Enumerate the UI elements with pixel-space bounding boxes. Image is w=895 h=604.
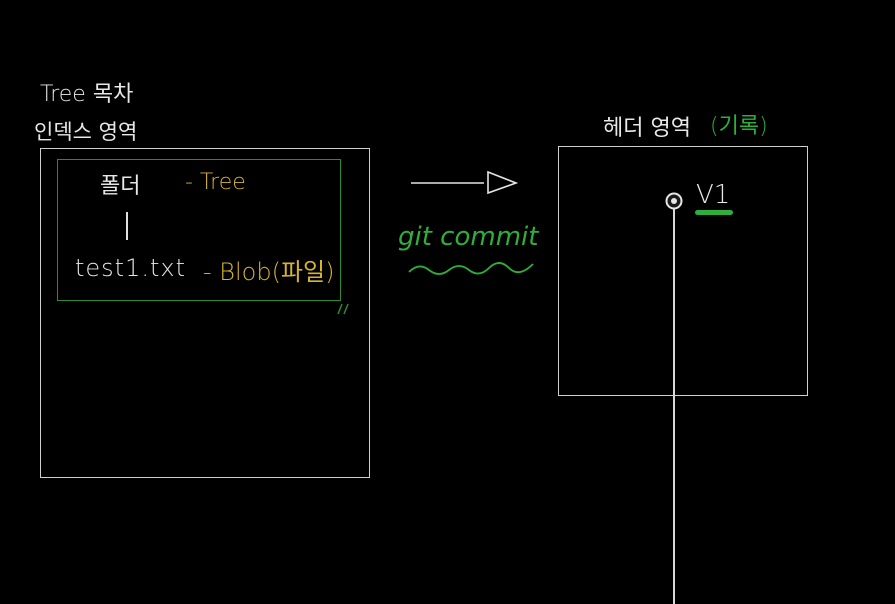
tree-structure-box xyxy=(57,159,341,301)
commit-timeline xyxy=(673,205,675,604)
file-type-label: - Blob(파일) xyxy=(203,258,335,286)
folder-label: 폴더 xyxy=(100,174,141,199)
commit-label-underline xyxy=(695,210,733,215)
git-commit-underline xyxy=(408,262,534,275)
header-area-box xyxy=(558,146,808,396)
inner-box-tick-marks xyxy=(337,303,349,315)
index-area-box xyxy=(40,148,370,478)
header-area-title: 헤더 영역 xyxy=(603,116,691,141)
git-commit-label: git commit xyxy=(398,222,539,252)
commit-node-icon xyxy=(665,192,683,210)
index-area-title-line1: Tree 목차 xyxy=(40,82,134,107)
index-area-title-line2: 인덱스 영역 xyxy=(34,120,138,144)
commit-label: V1 xyxy=(696,180,731,210)
file-label: test1.txt xyxy=(75,254,187,282)
folder-type-label: - Tree xyxy=(185,170,246,195)
commit-arrow xyxy=(411,170,519,195)
header-area-title-suffix: (기록) xyxy=(710,114,768,139)
tree-connector-line xyxy=(126,212,128,240)
